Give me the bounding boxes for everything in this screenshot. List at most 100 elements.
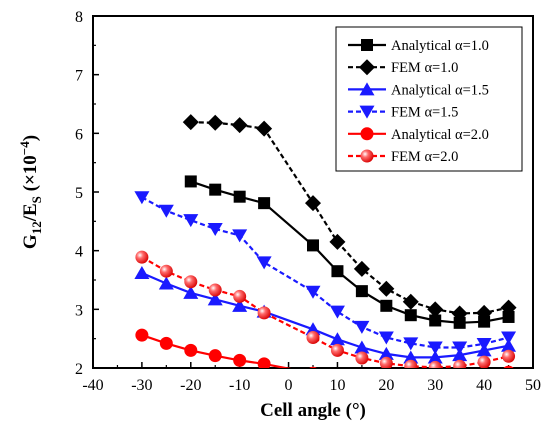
- y-axis: 2 3 4 5 6 7 8: [75, 9, 99, 378]
- legend-marker: [360, 127, 374, 141]
- y-tick-label: 3: [75, 302, 83, 319]
- legend-item: FEM α=1.5: [348, 105, 458, 121]
- data-point: [331, 265, 344, 278]
- data-point: [184, 175, 197, 188]
- data-point: [159, 264, 173, 278]
- data-point: [208, 349, 222, 363]
- x-tick-label: -30: [131, 377, 152, 394]
- data-point: [208, 283, 222, 297]
- data-point: [502, 349, 516, 363]
- data-point: [501, 338, 517, 352]
- data-point: [258, 197, 271, 210]
- legend-item: Analytical α=2.0: [348, 127, 489, 143]
- data-point: [402, 293, 419, 310]
- data-point: [378, 331, 394, 345]
- x-axis-title: Cell angle (°): [260, 400, 366, 421]
- series-line: [141, 196, 509, 349]
- series-4: [134, 191, 517, 355]
- legend-item: FEM α=2.0: [348, 149, 458, 165]
- data-point: [233, 353, 247, 367]
- legend-label: FEM α=1.0: [391, 60, 458, 76]
- data-point: [404, 379, 417, 392]
- y-tick-label: 2: [75, 361, 83, 378]
- y-axis-title-close: ): [20, 135, 41, 141]
- data-point: [427, 301, 444, 318]
- data-point: [428, 360, 442, 368]
- data-point: [209, 183, 222, 196]
- data-point: [305, 322, 321, 336]
- data-point: [183, 285, 199, 299]
- series-5: [135, 328, 514, 392]
- data-point: [503, 365, 514, 368]
- data-point: [305, 285, 321, 299]
- data-point: [233, 190, 246, 203]
- data-point: [330, 343, 344, 357]
- data-point: [207, 114, 224, 131]
- x-tick-label: -10: [229, 377, 250, 394]
- legend-marker: [361, 39, 373, 51]
- legend-label: Analytical α=1.0: [391, 38, 489, 54]
- legend-item: Analytical α=1.0: [348, 38, 489, 54]
- data-point: [501, 331, 517, 345]
- y-tick-label: 7: [75, 68, 83, 85]
- legend-marker: [359, 105, 375, 119]
- data-point: [182, 114, 199, 131]
- data-point: [232, 298, 248, 312]
- data-point: [404, 309, 417, 322]
- data-point: [135, 250, 149, 264]
- data-point: [378, 280, 395, 297]
- data-point: [500, 299, 517, 316]
- y-axis-title-sup: −4: [17, 141, 32, 155]
- y-tick-label: 8: [75, 9, 83, 26]
- data-point: [355, 285, 368, 298]
- data-point: [354, 320, 370, 334]
- x-tick-label: 40: [476, 377, 492, 394]
- data-point: [231, 117, 248, 134]
- data-point: [452, 348, 468, 362]
- legend-label: FEM α=1.5: [391, 105, 458, 121]
- y-axis-title-sub2: S: [29, 196, 44, 203]
- data-point: [451, 305, 468, 322]
- data-point: [476, 337, 492, 351]
- legend-label: Analytical α=2.0: [391, 127, 489, 143]
- x-axis: -40 -30 -20 -10 0 10 20 30 40 50: [82, 362, 541, 394]
- data-point: [502, 310, 515, 323]
- x-tick-label: 10: [329, 377, 345, 394]
- data-point: [355, 376, 368, 389]
- data-point: [329, 305, 345, 319]
- data-point: [453, 359, 467, 368]
- data-point: [257, 357, 271, 368]
- x-tick-label: 50: [525, 377, 541, 394]
- data-point: [353, 260, 370, 277]
- series-3: [134, 265, 517, 364]
- data-point: [158, 204, 174, 218]
- x-tick-label: 30: [427, 377, 443, 394]
- legend-item: Analytical α=1.5: [348, 82, 489, 98]
- data-point: [329, 233, 346, 250]
- data-point: [380, 299, 393, 312]
- data-point: [184, 343, 198, 357]
- data-point: [379, 356, 393, 368]
- data-point: [404, 359, 418, 368]
- series-layer: [134, 114, 517, 392]
- data-point: [232, 229, 248, 243]
- data-point: [307, 239, 319, 252]
- data-point: [476, 304, 493, 321]
- data-point: [309, 366, 317, 368]
- y-axis-title-mid: /E: [20, 203, 41, 222]
- data-point: [453, 316, 466, 329]
- data-point: [329, 332, 345, 346]
- data-point: [134, 265, 150, 279]
- legend-marker: [360, 149, 374, 163]
- series-line: [141, 334, 292, 368]
- legend-marker: [359, 82, 375, 96]
- data-point: [257, 306, 271, 320]
- data-point: [354, 340, 370, 354]
- data-point: [453, 376, 466, 389]
- data-point: [429, 314, 442, 327]
- data-point: [233, 289, 247, 303]
- data-point: [403, 337, 419, 351]
- x-tick-label: -40: [82, 377, 103, 394]
- data-point: [158, 276, 174, 290]
